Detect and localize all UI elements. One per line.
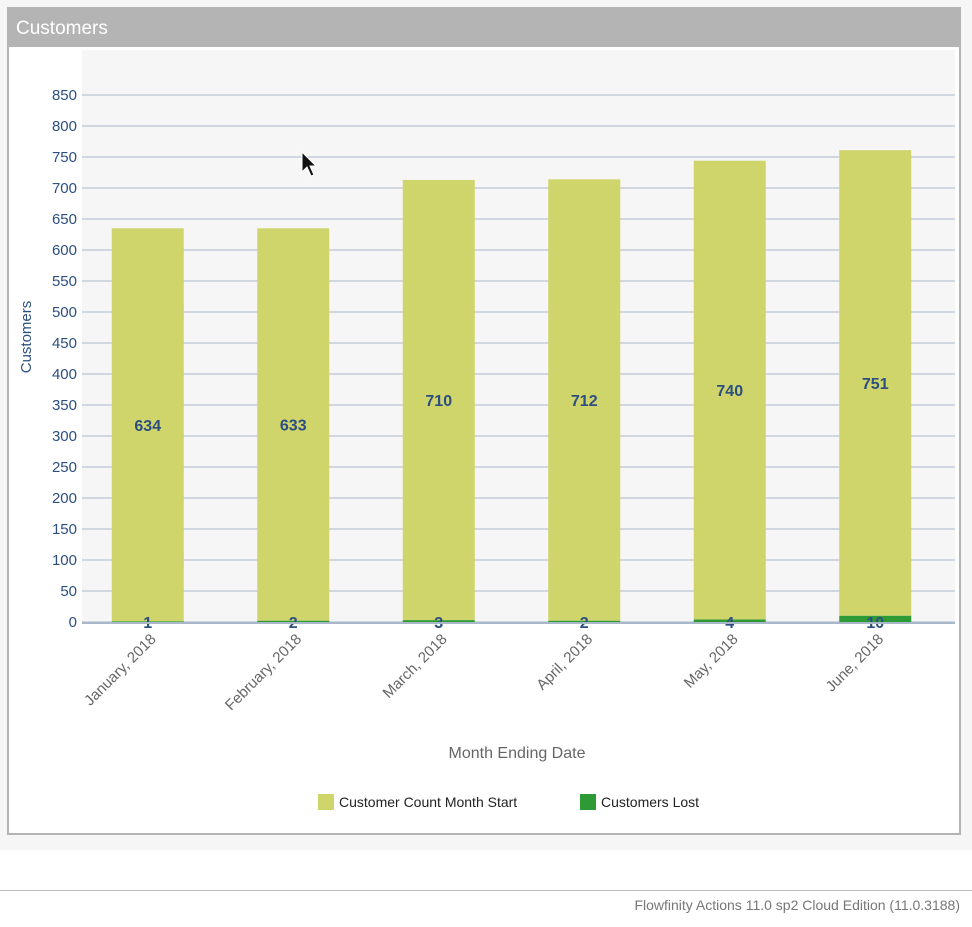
- data-label-month-start: 633: [280, 418, 307, 435]
- y-tick-label: 0: [69, 614, 77, 631]
- panel-title: Customers: [16, 18, 108, 39]
- bar-month-start: [111, 228, 184, 622]
- y-tick-label: 500: [52, 304, 77, 321]
- data-label-month-start: 740: [716, 383, 743, 400]
- bar-customers-lost: [548, 620, 621, 622]
- bar-month-start: [548, 179, 621, 621]
- bar-month-start: [402, 179, 475, 621]
- data-label-month-start: 751: [862, 376, 889, 393]
- y-tick-label: 450: [52, 335, 77, 352]
- x-tick-label: June, 2018: [823, 631, 888, 696]
- data-label-month-start: 634: [134, 418, 161, 435]
- bar-customers-lost: [111, 621, 184, 623]
- bar-customers-lost: [257, 620, 330, 622]
- y-tick-label: 250: [52, 459, 77, 476]
- panel-header: Customers: [9, 9, 959, 47]
- data-label-month-start: 710: [425, 393, 452, 410]
- y-tick-label: 550: [52, 273, 77, 290]
- y-tick-label: 50: [60, 583, 77, 600]
- y-axis-title: Customers: [18, 301, 35, 374]
- y-tick-label: 650: [52, 211, 77, 228]
- mouse-cursor-icon: [301, 150, 318, 177]
- data-label-month-start: 712: [571, 393, 598, 410]
- x-axis-title: Month Ending Date: [449, 745, 586, 762]
- x-tick-label: April, 2018: [533, 631, 596, 694]
- y-tick-label: 750: [52, 149, 77, 166]
- footer-divider: [0, 890, 972, 891]
- x-tick-label: February, 2018: [222, 631, 305, 714]
- x-tick-label: May, 2018: [681, 631, 742, 692]
- legend-swatch: [580, 794, 596, 810]
- y-tick-label: 300: [52, 428, 77, 445]
- bar-month-start: [693, 160, 766, 620]
- y-tick-label: 100: [52, 552, 77, 569]
- bar-month-start: [839, 150, 912, 616]
- y-tick-label: 400: [52, 366, 77, 383]
- footer-version-text: Flowfinity Actions 11.0 sp2 Cloud Editio…: [634, 897, 960, 913]
- x-tick-label: March, 2018: [380, 631, 451, 702]
- bar-month-start: [257, 228, 330, 621]
- legend-label: Customer Count Month Start: [339, 794, 517, 810]
- y-tick-label: 850: [52, 87, 77, 104]
- bar-customers-lost: [693, 619, 766, 622]
- y-tick-label: 200: [52, 490, 77, 507]
- legend-swatch: [318, 794, 334, 810]
- bar-customers-lost: [402, 620, 475, 622]
- plot-area: [82, 50, 955, 622]
- y-tick-label: 800: [52, 118, 77, 135]
- bar-customers-lost: [839, 615, 912, 622]
- customers-chart: 0 50 100 150 200 250 300 350 400 450 500 550 600 650 7…: [18, 50, 955, 810]
- y-tick-label: 150: [52, 521, 77, 538]
- x-tick-label: January, 2018: [81, 631, 159, 709]
- legend-label: Customers Lost: [601, 794, 699, 810]
- y-tick-label: 700: [52, 180, 77, 197]
- y-tick-label: 600: [52, 242, 77, 259]
- y-tick-label: 350: [52, 397, 77, 414]
